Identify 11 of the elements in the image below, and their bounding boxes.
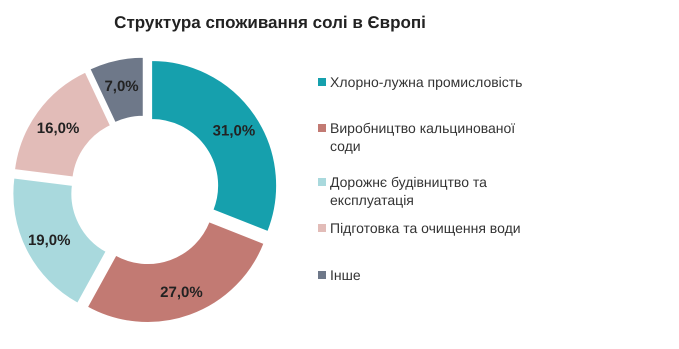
data-label: 31,0%	[212, 122, 256, 140]
legend-label: Підготовка та очищення води	[330, 220, 521, 236]
legend-label: Інше	[330, 267, 361, 283]
data-label: 19,0%	[28, 232, 70, 249]
legend-label: Виробництво кальцинованої соди	[330, 120, 516, 154]
data-label: 27,0%	[160, 284, 203, 302]
legend-label: Дорожнє будівництво та експлуатація	[330, 174, 488, 208]
chart-title: Структура споживання солі в Європі	[114, 13, 426, 32]
data-label: 16,0%	[36, 120, 80, 137]
data-label: 7,0%	[104, 78, 139, 96]
legend-label: Хлорно-лужна промисловість	[330, 74, 522, 90]
